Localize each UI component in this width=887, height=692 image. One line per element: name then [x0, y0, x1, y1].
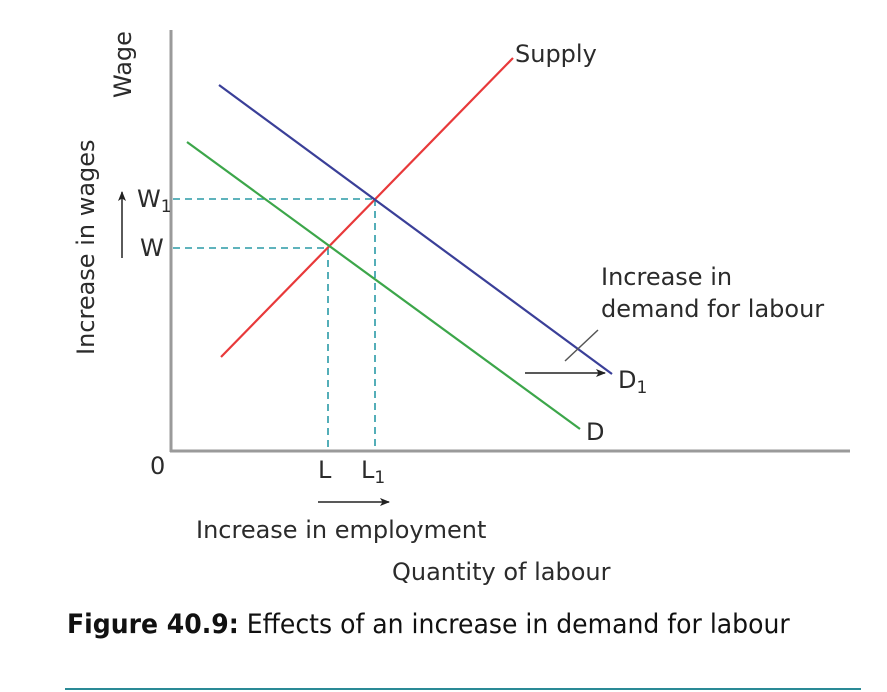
y-tick-w: W — [140, 234, 164, 262]
y-axis-title: Wage — [109, 31, 137, 98]
d-label: D — [586, 418, 604, 446]
demand-curve-d1 — [218, 84, 613, 375]
annotation-leader-line — [564, 329, 599, 362]
caption-divider — [65, 688, 861, 690]
x-axis-title: Quantity of labour — [392, 558, 611, 586]
figure-caption-text: Effects of an increase in demand for lab… — [238, 609, 790, 640]
origin-label: 0 — [150, 452, 165, 480]
labour-demand-chart: Wage Increase in wages Quantity of labou… — [72, 30, 850, 586]
increase-wages-label: Increase in wages — [72, 139, 100, 355]
equilibrium-guides — [173, 198, 376, 450]
supply-curve — [220, 57, 514, 358]
increase-demand-label: Increase in demand for labour — [601, 263, 824, 323]
supply-label: Supply — [515, 40, 597, 68]
figure-caption: Figure 40.9: Effects of an increase in d… — [67, 608, 802, 642]
y-tick-w1: W1 — [137, 185, 172, 217]
figure-number: Figure 40.9: — [67, 609, 239, 640]
demand-curve-d — [186, 141, 581, 430]
x-tick-l1: L1 — [361, 456, 385, 488]
d1-label: D1 — [618, 366, 647, 398]
x-tick-l: L — [318, 456, 332, 484]
increase-employment-label: Increase in employment — [196, 516, 486, 544]
